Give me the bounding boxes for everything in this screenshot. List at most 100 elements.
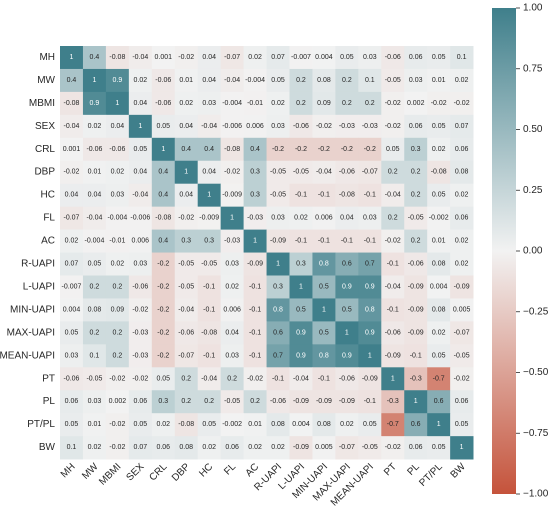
heatmap-cell [220, 46, 244, 70]
heatmap-cell [381, 206, 405, 230]
heatmap-cell [197, 229, 222, 253]
heatmap-cell [358, 183, 382, 208]
heatmap-cell [289, 344, 313, 368]
heatmap-cell [60, 68, 84, 93]
heatmap-cell [220, 390, 244, 414]
heatmap-cell [128, 46, 153, 70]
cell-value-label: -0.1 [272, 375, 284, 382]
heatmap-cell [450, 46, 474, 70]
cell-value-label: 0.2 [342, 77, 352, 84]
heatmap-cell [105, 68, 130, 93]
heatmap-cell [105, 183, 130, 208]
cell-value-label: 0.3 [411, 146, 421, 153]
heatmap-cell [427, 413, 451, 437]
cell-value-label: 0.01 [432, 77, 446, 84]
heatmap-cell [312, 436, 336, 460]
y-tick-label: MAX-UAPI [7, 327, 55, 338]
heatmap-cell [174, 390, 199, 414]
heatmap-cell [404, 413, 428, 437]
cell-value-label: 0.1 [457, 54, 467, 61]
cell-value-label: -0.1 [249, 352, 261, 359]
cell-value-label: 0.9 [365, 329, 375, 336]
heatmap-cell [335, 298, 359, 322]
cell-value-label: 0.04 [179, 123, 193, 130]
cell-value-label: 0.03 [363, 54, 377, 61]
colorbar-tick-label: 1.00 [523, 3, 543, 14]
heatmap-cell [358, 206, 382, 230]
cell-value-label: -0.07 [454, 329, 470, 336]
heatmap-cell [289, 436, 313, 460]
cell-value-label: -0.05 [385, 77, 401, 84]
cell-value-label: 0.001 [155, 54, 173, 61]
cell-value-label: 0.03 [363, 215, 377, 222]
heatmap-cell [82, 413, 107, 437]
cell-value-label: -0.05 [454, 352, 470, 359]
cell-value-label: -0.006 [130, 215, 150, 222]
heatmap-cell [220, 252, 244, 276]
cell-value-label: -0.007 [62, 283, 82, 290]
heatmap-cell [450, 68, 474, 93]
cell-value-label: 0.02 [455, 77, 469, 84]
heatmap-cell [243, 183, 267, 208]
cell-value-label: 0.3 [181, 238, 191, 245]
cell-value-label: -0.2 [341, 146, 353, 153]
heatmap-cell [174, 367, 199, 391]
heatmap-cell [266, 206, 290, 230]
heatmap-cell [404, 46, 428, 70]
cell-value-label: 0.2 [90, 329, 100, 336]
heatmap-cell [243, 46, 267, 70]
cell-value-label: 0.1 [365, 77, 375, 84]
heatmap-cell [128, 137, 153, 162]
heatmap-cell [450, 390, 474, 414]
heatmap-cell [197, 275, 222, 299]
heatmap-cell [60, 160, 84, 185]
heatmap-cell [312, 137, 336, 162]
cell-value-label: -0.2 [272, 146, 284, 153]
cell-value-label: -0.02 [132, 306, 148, 313]
cell-value-label: 0.04 [202, 169, 216, 176]
cell-value-label: -0.05 [201, 261, 217, 268]
heatmap-cell [335, 91, 359, 116]
cell-value-label: -0.07 [362, 169, 378, 176]
heatmap-cell [128, 68, 153, 93]
heatmap-cell [105, 390, 130, 414]
heatmap-cell [427, 321, 451, 345]
cell-value-label: 0.1 [90, 352, 100, 359]
heatmap-cell [404, 160, 428, 185]
cell-value-label: 0.04 [134, 169, 148, 176]
heatmap-cell [60, 436, 84, 460]
heatmap-cell [243, 206, 267, 230]
colorbar-tick-label: −0.50 [523, 367, 549, 378]
cell-value-label: 0.2 [227, 375, 237, 382]
cell-value-label: -0.02 [454, 100, 470, 107]
cell-value-label: -0.02 [247, 375, 263, 382]
heatmap-cell [82, 344, 107, 368]
cell-value-label: -0.09 [316, 398, 332, 405]
y-tick-label: FL [43, 213, 55, 224]
cell-value-label: 0.2 [250, 398, 260, 405]
heatmap-cell [358, 298, 382, 322]
cell-value-label: 0.03 [202, 100, 216, 107]
cell-value-label: -0.09 [408, 329, 424, 336]
cell-value-label: 0.02 [271, 444, 285, 451]
cell-value-label: 1 [437, 421, 441, 428]
heatmap-cell [174, 46, 199, 70]
cell-value-label: 0.2 [296, 100, 306, 107]
heatmap-cell [358, 68, 382, 93]
cell-value-label: -0.1 [364, 238, 376, 245]
heatmap-cell [289, 114, 313, 139]
heatmap-cell [220, 160, 244, 185]
heatmap-cell [358, 91, 382, 116]
cell-value-label: 0.1 [67, 444, 77, 451]
heatmap-cell [404, 137, 428, 162]
heatmap-cell [105, 344, 130, 368]
heatmap-cell [197, 298, 222, 322]
cell-value-label: 0.07 [455, 123, 469, 130]
heatmap-cell [404, 321, 428, 345]
cell-value-label: 0.5 [296, 306, 306, 313]
cell-value-label: 0.06 [409, 54, 423, 61]
cell-value-label: 0.002 [407, 100, 425, 107]
heatmap-cell [312, 206, 336, 230]
cell-value-label: 0.7 [273, 352, 283, 359]
heatmap-cell [450, 91, 474, 116]
